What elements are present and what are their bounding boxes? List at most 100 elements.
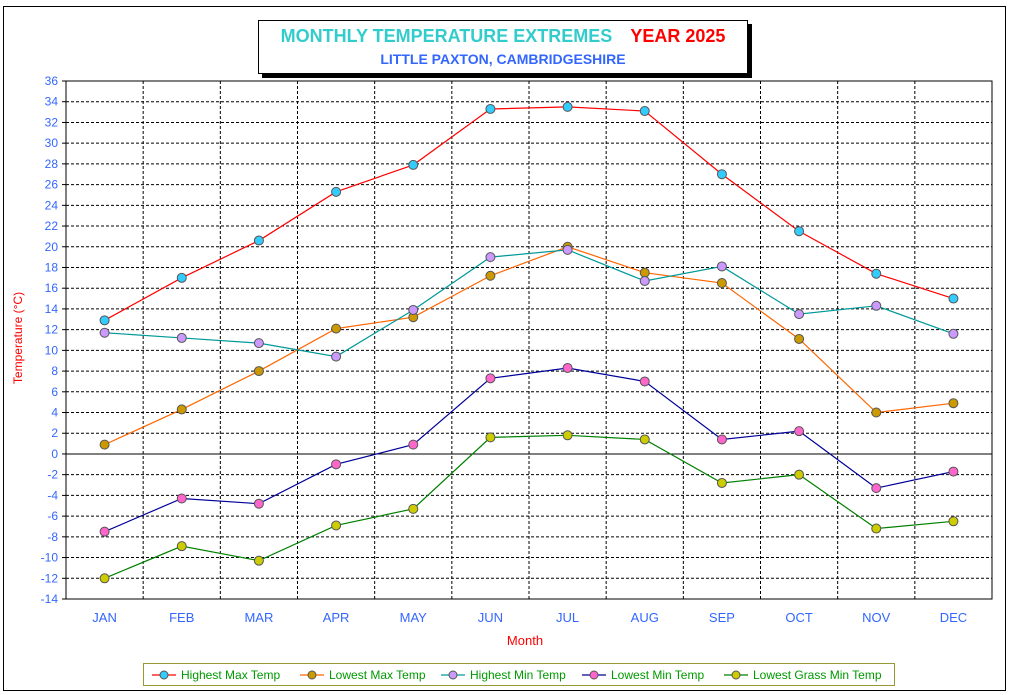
data-point [176, 493, 187, 504]
y-tick-label: -8 [47, 530, 58, 544]
data-point [408, 503, 419, 514]
data-point [639, 275, 650, 286]
y-tick-label: -2 [47, 468, 58, 482]
y-tick-label: 0 [51, 447, 58, 461]
y-tick-label: 4 [51, 406, 58, 420]
legend-marker [307, 670, 317, 680]
x-tick-label: APR [323, 610, 350, 625]
x-tick-label: DEC [940, 610, 967, 625]
data-point [408, 439, 419, 450]
data-point [253, 338, 264, 349]
y-tick-label: 22 [45, 219, 59, 233]
legend-entries: Highest Max Temp Lowest Max Temp Highest M… [152, 668, 882, 682]
data-point [562, 101, 573, 112]
y-tick-label: 10 [45, 343, 59, 357]
x-tick-label: NOV [862, 610, 891, 625]
y-tick-label: 16 [45, 281, 59, 295]
data-point [408, 159, 419, 170]
data-point [639, 106, 650, 117]
chart-title: MONTHLY TEMPERATURE EXTREMES YEAR 2025 [259, 26, 747, 47]
data-point [176, 272, 187, 283]
data-point [253, 366, 264, 377]
data-point [176, 541, 187, 552]
data-point [176, 332, 187, 343]
data-point [716, 434, 727, 445]
y-tick-label: 18 [45, 260, 59, 274]
data-point [639, 267, 650, 278]
data-point [331, 351, 342, 362]
y-tick-label: 32 [45, 115, 59, 129]
data-point [794, 226, 805, 237]
data-point [716, 261, 727, 272]
data-point [948, 398, 959, 409]
series-line [104, 106, 954, 321]
data-point [794, 333, 805, 344]
data-point [485, 373, 496, 384]
chart-title-main: MONTHLY TEMPERATURE EXTREMES [280, 26, 613, 46]
series-line [104, 434, 954, 579]
data-point [331, 323, 342, 334]
data-point [948, 328, 959, 339]
y-tick-label: 36 [45, 74, 59, 88]
x-tick-label: JAN [92, 610, 117, 625]
y-tick-label: 20 [45, 240, 59, 254]
x-tick-label: SEP [709, 610, 735, 625]
data-point [716, 278, 727, 289]
data-point [99, 526, 110, 537]
y-axis-title: Temperature (°C) [11, 292, 25, 384]
y-tick-label: -12 [41, 571, 59, 585]
legend-label: Lowest Max Temp [329, 668, 426, 682]
x-axis-title: Month [507, 633, 543, 648]
data-point [99, 315, 110, 326]
data-point [562, 362, 573, 373]
series-line [104, 367, 954, 533]
legend-marker [589, 670, 599, 680]
data-point [331, 186, 342, 197]
y-tick-label: 14 [45, 302, 59, 316]
y-tick-label: 30 [45, 136, 59, 150]
chart-title-box: MONTHLY TEMPERATURE EXTREMES YEAR 2025 LI… [258, 20, 748, 74]
data-point [485, 432, 496, 443]
data-point [716, 477, 727, 488]
data-point [716, 169, 727, 180]
data-point [253, 235, 264, 246]
data-point [948, 516, 959, 527]
y-tick-label: -6 [47, 509, 58, 523]
legend-marker [448, 670, 458, 680]
y-tick-label: 28 [45, 157, 59, 171]
y-tick-label: 12 [45, 323, 59, 337]
chart-legend: Highest Max Temp Lowest Max Temp Highest M… [143, 663, 895, 686]
y-tick-label: 26 [45, 178, 59, 192]
x-tick-label: MAY [400, 610, 428, 625]
legend-label: Lowest Min Temp [611, 668, 704, 682]
data-point [639, 376, 650, 387]
data-point [948, 466, 959, 477]
y-tick-label: 24 [45, 198, 59, 212]
legend-marker [159, 670, 169, 680]
data-point [331, 520, 342, 531]
data-point [948, 293, 959, 304]
legend-label: Highest Max Temp [181, 668, 280, 682]
data-point [485, 270, 496, 281]
x-tick-label: AUG [631, 610, 659, 625]
legend-label: Lowest Grass Min Temp [753, 668, 882, 682]
y-tick-label: -14 [41, 592, 59, 606]
y-tick-label: 2 [51, 426, 58, 440]
data-point [562, 430, 573, 441]
data-point [331, 459, 342, 470]
data-point [253, 555, 264, 566]
y-tick-label: 6 [51, 385, 58, 399]
data-point [871, 300, 882, 311]
data-point [176, 404, 187, 415]
y-tick-label: -10 [41, 551, 59, 565]
data-point [871, 483, 882, 494]
chart-title-year: YEAR 2025 [630, 26, 726, 46]
x-tick-label: JUN [478, 610, 503, 625]
y-tick-label: 8 [51, 364, 58, 378]
legend-marker [731, 670, 741, 680]
chart-subtitle: LITTLE PAXTON, CAMBRIDGESHIRE [380, 51, 626, 67]
data-point [99, 327, 110, 338]
series-line [104, 246, 954, 446]
data-point [408, 304, 419, 315]
